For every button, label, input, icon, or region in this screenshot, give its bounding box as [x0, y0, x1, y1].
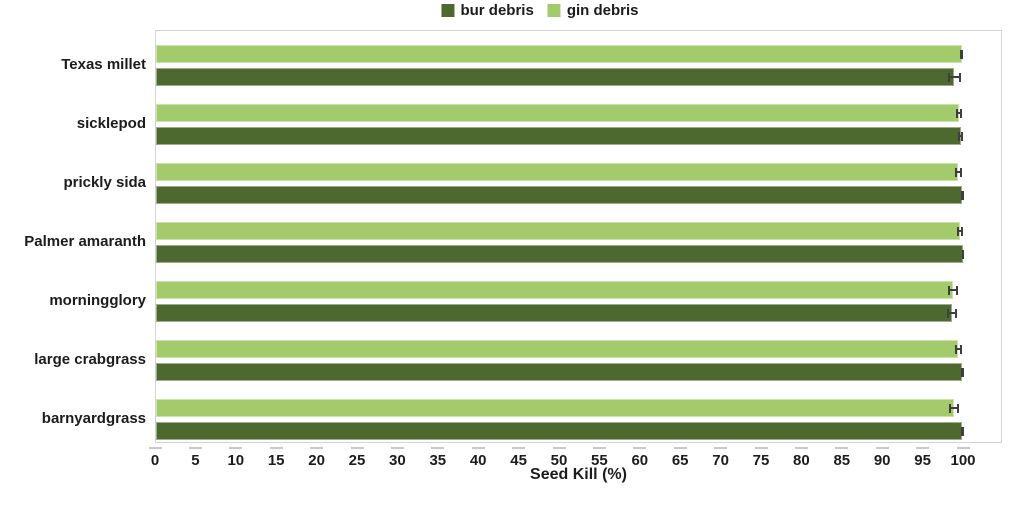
bur-debris-swatch-icon	[441, 4, 455, 17]
error-bar	[955, 108, 963, 118]
bar-bur-debris	[156, 68, 955, 86]
error-bar	[947, 285, 958, 295]
legend: bur debris gin debris	[441, 2, 639, 19]
tick-mark	[512, 447, 526, 449]
bar-gin-debris	[156, 104, 960, 122]
category-label: sicklepod	[76, 114, 146, 132]
error-bar	[947, 308, 957, 318]
tick-label: 25	[348, 452, 366, 469]
legend-item: gin debris	[547, 2, 639, 19]
error-bar	[960, 426, 965, 436]
tick-mark	[673, 447, 687, 449]
legend-item: bur debris	[441, 2, 534, 19]
error-bar	[959, 49, 964, 59]
tick-label: 95	[914, 452, 931, 469]
error-bar	[958, 131, 964, 141]
category-label: barnyardgrass	[41, 409, 146, 427]
tick-mark	[633, 447, 647, 449]
tick-label: 45	[510, 452, 527, 469]
tick-label: 55	[591, 452, 608, 469]
tick-mark	[229, 447, 243, 449]
bar-gin-debris	[156, 45, 962, 63]
tick-label: 100	[950, 452, 976, 469]
bar-bur-debris	[156, 304, 952, 322]
error-bar	[955, 167, 963, 177]
tick-label: 85	[833, 452, 851, 469]
category-label: Texas millet	[61, 55, 146, 73]
error-bar	[960, 367, 965, 377]
tick-label: 20	[308, 452, 325, 469]
bar-gin-debris	[156, 340, 959, 358]
tick-mark	[714, 447, 728, 449]
tick-label: 35	[429, 452, 447, 469]
tick-label: 40	[469, 452, 487, 469]
plot-area	[155, 30, 1002, 443]
tick-mark	[310, 447, 324, 449]
tick-label: 30	[389, 452, 406, 469]
bar-bur-debris	[156, 127, 961, 145]
tick-mark	[390, 447, 404, 449]
tick-mark	[916, 447, 930, 449]
error-bar	[960, 190, 965, 200]
bar-bur-debris	[156, 363, 963, 381]
tick-label: 70	[712, 452, 729, 469]
tick-mark	[794, 447, 808, 449]
tick-mark	[754, 447, 768, 449]
tick-mark	[269, 447, 283, 449]
tick-mark	[592, 447, 606, 449]
error-bar	[955, 344, 963, 354]
tick-mark	[956, 447, 970, 449]
tick-label: 0	[150, 452, 160, 469]
tick-label: 60	[631, 452, 649, 469]
bar-gin-debris	[156, 399, 955, 417]
error-bar	[949, 403, 960, 413]
error-bar	[956, 226, 964, 236]
error-bar	[962, 249, 964, 259]
tick-label: 5	[191, 452, 200, 469]
bar-bur-debris	[156, 186, 963, 204]
error-bar	[947, 72, 961, 82]
tick-mark	[471, 447, 485, 449]
legend-label: bur debris	[460, 2, 534, 19]
tick-mark	[875, 447, 889, 449]
category-label: prickly sida	[63, 173, 146, 191]
tick-label: 90	[873, 452, 891, 469]
gin-debris-swatch-icon	[547, 4, 561, 17]
bar-gin-debris	[156, 281, 953, 299]
tick-mark	[835, 447, 849, 449]
tick-mark	[350, 447, 364, 449]
tick-mark	[431, 447, 445, 449]
tick-label: 65	[671, 452, 689, 469]
category-label: large crabgrass	[34, 350, 146, 368]
bar-bur-debris	[156, 422, 963, 440]
tick-label: 75	[752, 452, 770, 469]
legend-label: gin debris	[566, 2, 639, 19]
bar-bur-debris	[156, 245, 964, 263]
tick-label: 80	[793, 452, 810, 469]
tick-label: 10	[227, 452, 245, 469]
tick-mark	[552, 447, 566, 449]
category-label: morningglory	[49, 291, 146, 309]
tick-label: 50	[550, 452, 568, 469]
category-label: Palmer amaranth	[24, 232, 146, 250]
tick-mark	[148, 447, 162, 449]
bar-gin-debris	[156, 222, 960, 240]
tick-label: 15	[267, 452, 285, 469]
tick-mark	[188, 447, 202, 449]
bar-gin-debris	[156, 163, 959, 181]
x-axis-title: Seed Kill (%)	[530, 466, 627, 483]
